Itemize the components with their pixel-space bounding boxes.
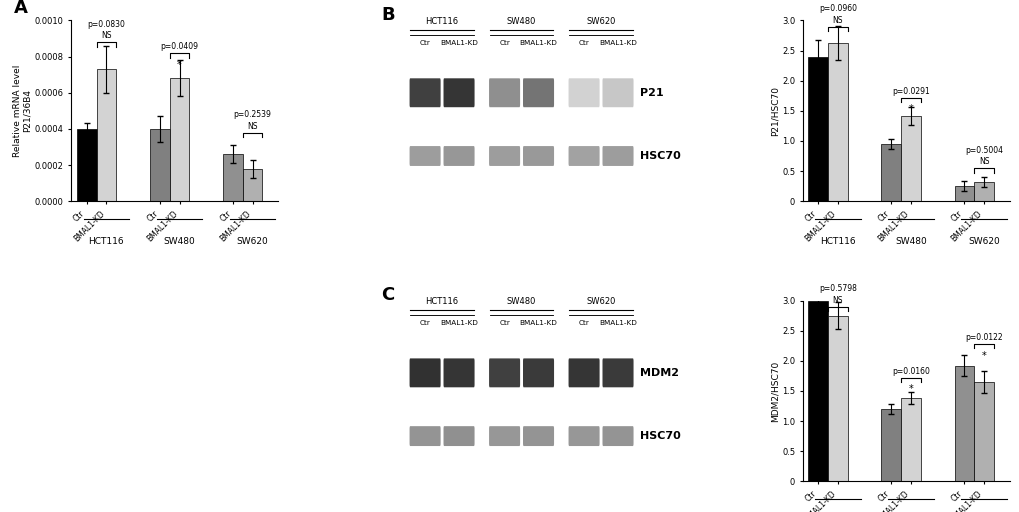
Bar [880,144,900,201]
FancyBboxPatch shape [443,426,474,446]
Bar [954,366,973,481]
Text: A: A [13,0,28,17]
FancyBboxPatch shape [488,146,520,166]
Text: p=0.0409: p=0.0409 [160,42,199,51]
FancyBboxPatch shape [602,146,633,166]
Bar [900,116,920,201]
Text: BMAL1-KD: BMAL1-KD [439,40,478,47]
FancyBboxPatch shape [568,358,599,387]
Bar [973,182,993,201]
Text: NS: NS [978,157,988,166]
Text: Ctr: Ctr [498,321,510,327]
FancyBboxPatch shape [602,78,633,107]
Text: p=0.0122: p=0.0122 [964,333,1002,342]
Text: p=0.5798: p=0.5798 [818,284,856,293]
Text: NS: NS [248,122,258,131]
FancyBboxPatch shape [568,146,599,166]
FancyBboxPatch shape [488,78,520,107]
Text: HCT116: HCT116 [425,297,459,306]
FancyBboxPatch shape [523,78,553,107]
Text: p=0.0830: p=0.0830 [88,19,125,29]
FancyBboxPatch shape [488,426,520,446]
Text: Ctr: Ctr [578,321,589,327]
Text: SW620: SW620 [586,17,615,26]
Text: Ctr: Ctr [419,40,430,47]
Bar [223,154,243,201]
Bar [807,57,827,201]
Text: NS: NS [101,31,111,40]
Bar [150,129,169,201]
Text: Ctr: Ctr [578,40,589,47]
FancyBboxPatch shape [410,78,440,107]
FancyBboxPatch shape [410,426,440,446]
Y-axis label: MDM2/HSC70: MDM2/HSC70 [769,360,779,421]
Text: HCT116: HCT116 [819,238,855,246]
Text: p=0.5004: p=0.5004 [964,145,1002,155]
Text: BMAL1-KD: BMAL1-KD [439,321,478,327]
Y-axis label: Relative mRNA level
P21/36B4: Relative mRNA level P21/36B4 [12,65,32,157]
Text: HSC70: HSC70 [640,151,681,161]
Text: B: B [381,6,394,24]
FancyBboxPatch shape [568,78,599,107]
FancyBboxPatch shape [523,426,553,446]
Bar [76,129,97,201]
Text: HCT116: HCT116 [425,17,459,26]
FancyBboxPatch shape [443,146,474,166]
Text: P21: P21 [640,88,663,98]
Text: HCT116: HCT116 [89,238,124,246]
Text: BMAL1-KD: BMAL1-KD [519,40,557,47]
Text: SW480: SW480 [894,238,926,246]
Text: *: * [177,60,181,70]
Text: p=0.0960: p=0.0960 [818,4,856,13]
Bar [827,43,847,201]
FancyBboxPatch shape [602,426,633,446]
Text: MDM2: MDM2 [640,368,679,378]
Text: SW620: SW620 [586,297,615,306]
FancyBboxPatch shape [523,146,553,166]
Text: Ctr: Ctr [419,321,430,327]
Text: *: * [908,385,912,394]
FancyBboxPatch shape [523,358,553,387]
Text: SW620: SW620 [967,238,999,246]
Bar [243,168,262,201]
Bar [169,78,190,201]
Text: SW480: SW480 [506,17,536,26]
FancyBboxPatch shape [410,358,440,387]
FancyBboxPatch shape [602,358,633,387]
Text: p=0.2539: p=0.2539 [233,110,271,119]
Text: BMAL1-KD: BMAL1-KD [598,321,636,327]
Text: BMAL1-KD: BMAL1-KD [598,40,636,47]
FancyBboxPatch shape [410,146,440,166]
Bar [807,301,827,481]
Text: C: C [381,286,394,304]
Text: p=0.0160: p=0.0160 [891,367,929,376]
Bar [97,69,116,201]
Bar [900,398,920,481]
Text: *: * [980,351,985,361]
Text: SW480: SW480 [163,238,196,246]
Text: p=0.0291: p=0.0291 [892,87,929,96]
Text: Ctr: Ctr [498,40,510,47]
Text: NS: NS [832,16,843,25]
FancyBboxPatch shape [443,78,474,107]
Text: HSC70: HSC70 [640,431,681,441]
Text: NS: NS [832,296,843,305]
FancyBboxPatch shape [488,358,520,387]
FancyBboxPatch shape [568,426,599,446]
Bar [954,186,973,201]
Bar [973,382,993,481]
Bar [880,409,900,481]
Text: *: * [908,104,912,114]
Y-axis label: P21/HSC70: P21/HSC70 [769,86,779,136]
Text: SW620: SW620 [236,238,268,246]
Text: SW480: SW480 [506,297,536,306]
Bar [827,315,847,481]
FancyBboxPatch shape [443,358,474,387]
Text: BMAL1-KD: BMAL1-KD [519,321,557,327]
